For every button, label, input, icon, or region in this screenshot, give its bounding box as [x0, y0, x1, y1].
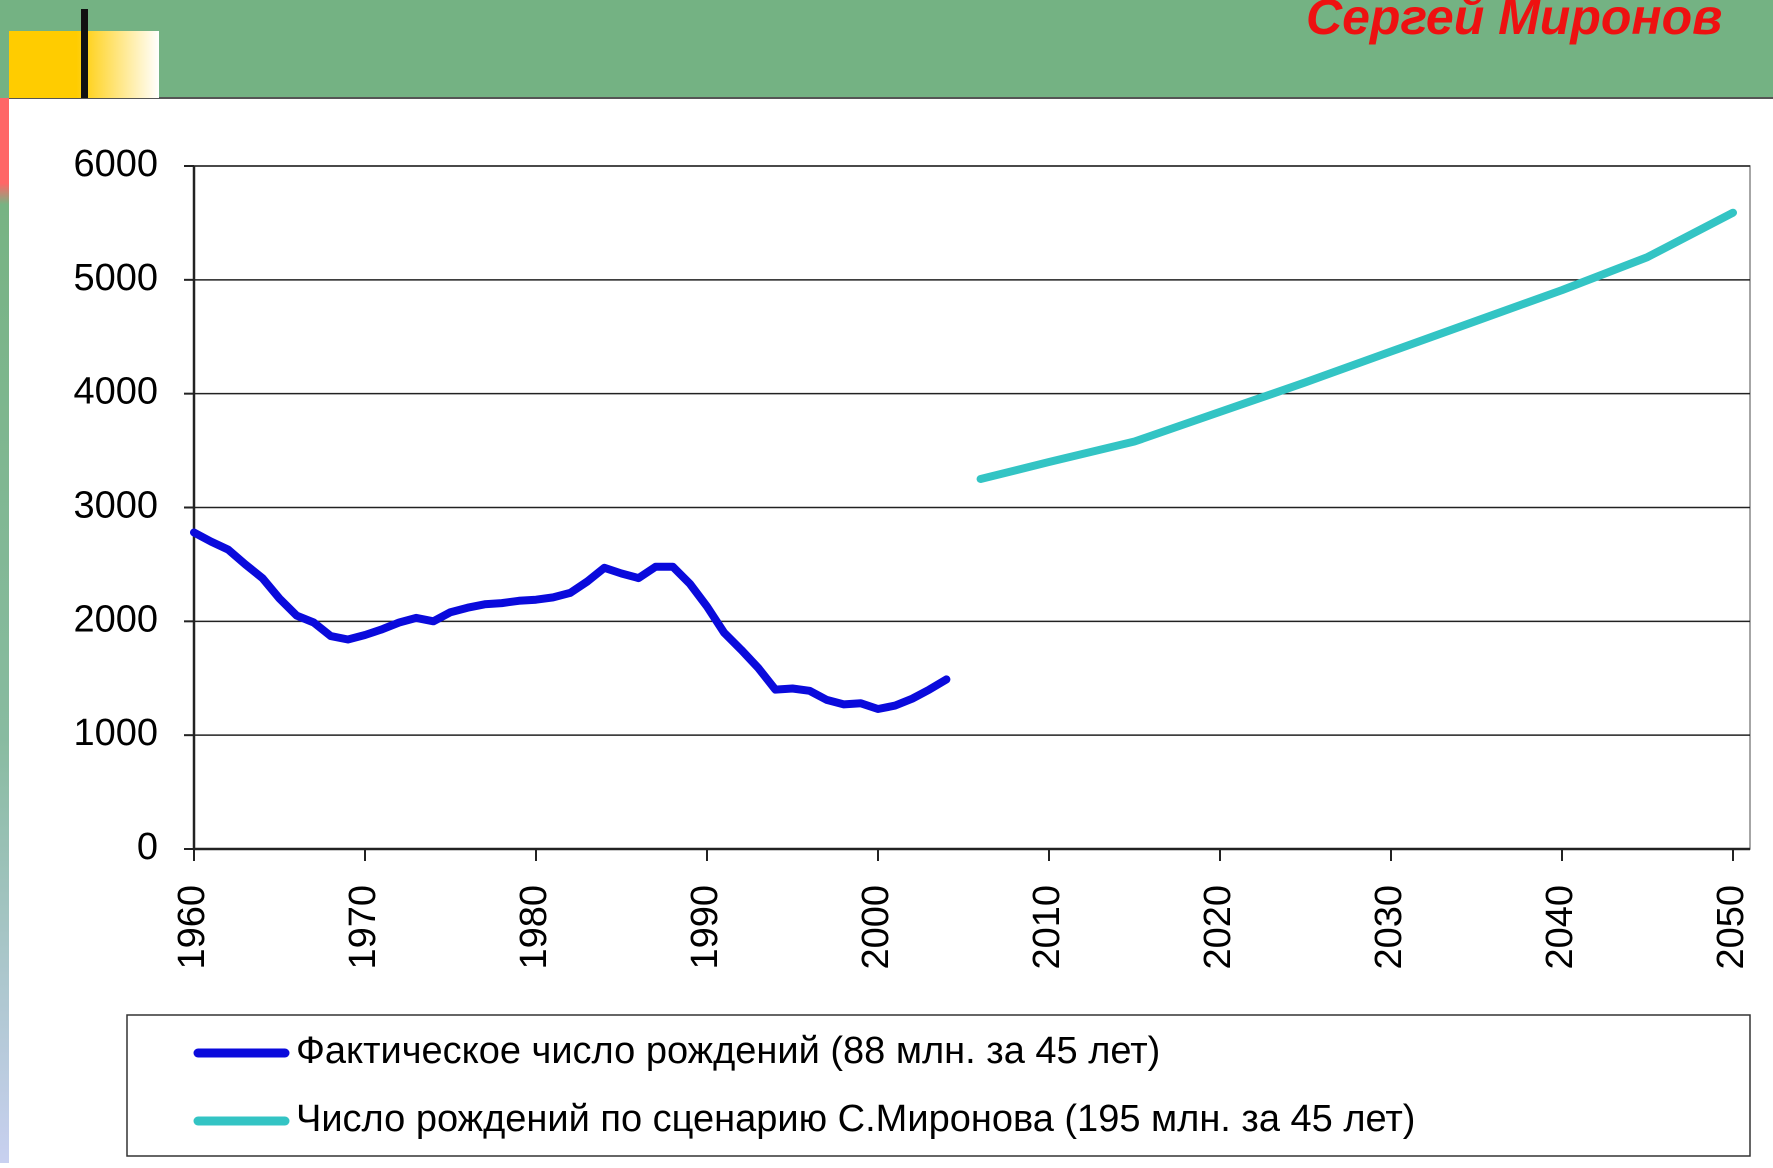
y-tick-label: 5000 [73, 257, 158, 299]
x-tick-label: 2010 [1026, 885, 1068, 970]
x-tick-label: 1960 [171, 885, 213, 970]
data-line [976, 208, 1737, 483]
y-tick-label: 4000 [73, 371, 158, 413]
x-tick-label: 2000 [855, 885, 897, 970]
y-tick-label: 3000 [73, 485, 158, 527]
x-tick-label: 2020 [1197, 885, 1239, 970]
y-tick-label: 6000 [73, 143, 158, 185]
x-tick-label: 2050 [1710, 885, 1752, 970]
y-tick-label: 0 [137, 826, 158, 868]
logo-bar [81, 9, 88, 98]
x-tick-label: 1990 [684, 885, 726, 970]
x-tick-label: 1970 [342, 885, 384, 970]
legend-box [126, 1014, 1751, 1157]
y-tick-label: 2000 [73, 598, 158, 640]
legend-label: Фактическое число рождений (88 млн. за 4… [296, 1030, 1160, 1072]
x-tick-label: 2030 [1368, 885, 1410, 970]
x-tick-label: 1980 [513, 885, 555, 970]
author: Сергей Миронов [1306, 0, 1722, 45]
x-tick-label: 2040 [1539, 885, 1581, 970]
y-tick-label: 1000 [73, 712, 158, 754]
side-strip [0, 98, 9, 1163]
legend-label: Число рождений по сценарию С.Миронова (1… [296, 1098, 1415, 1140]
data-line [190, 528, 951, 713]
header-band [0, 0, 1773, 98]
